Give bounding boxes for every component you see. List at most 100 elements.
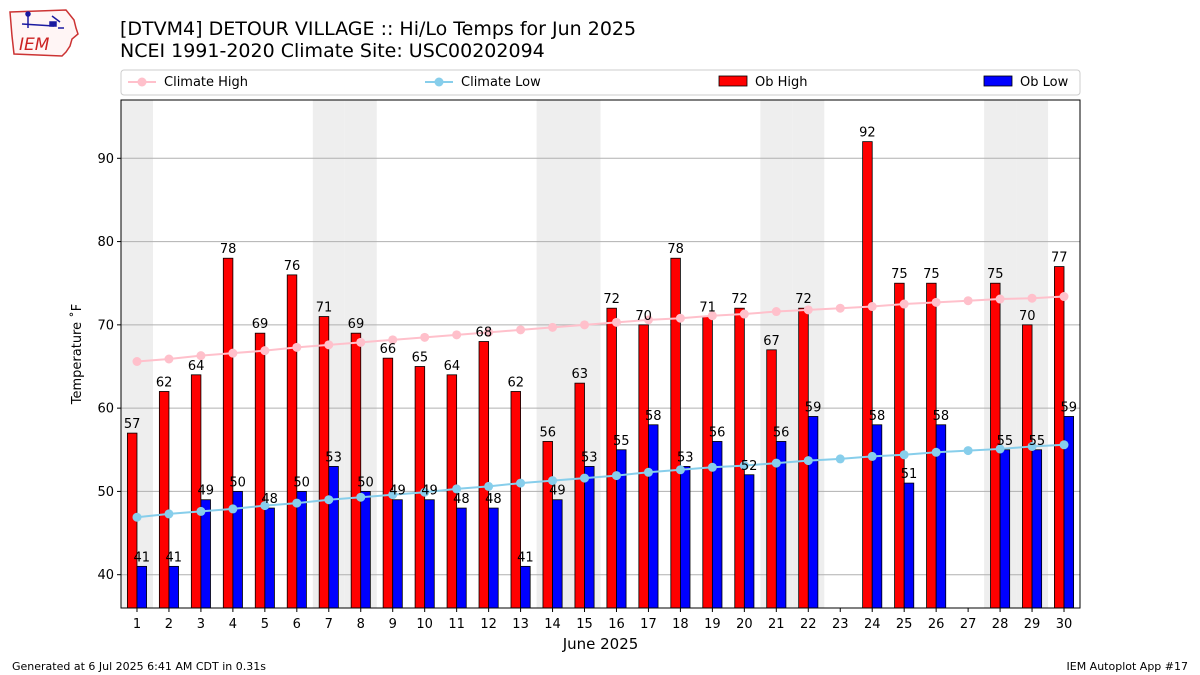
x-tick-label: 27	[960, 617, 977, 632]
climate-high-point	[196, 351, 206, 361]
ob-high-bar	[606, 307, 617, 609]
climate-low-point	[228, 504, 238, 514]
climate-high-point	[580, 320, 590, 330]
ob-high-bar	[350, 332, 362, 609]
climate-high-point	[739, 309, 749, 319]
ob-low-bar	[168, 565, 179, 609]
ob-low-data-label: 48	[261, 492, 278, 507]
climate-high-point	[1059, 292, 1069, 302]
x-tick-label: 28	[992, 617, 1009, 632]
climate-low-point	[292, 498, 302, 508]
ob-low-data-label: 59	[1061, 400, 1078, 415]
climate-high-point	[611, 317, 621, 327]
ob-low-data-label: 50	[229, 475, 246, 490]
climate-high-point	[356, 337, 366, 347]
climate-high-point	[324, 340, 334, 350]
ob-low-data-label: 58	[645, 409, 662, 424]
climate-low-point	[835, 454, 845, 464]
climate-high-point	[931, 297, 941, 307]
ob-high-data-label: 65	[412, 350, 429, 365]
x-tick-label: 17	[640, 617, 657, 632]
ob-low-bar	[520, 565, 531, 609]
ob-low-data-label: 41	[517, 550, 534, 565]
x-tick-label: 20	[736, 617, 753, 632]
ob-high-bar	[286, 274, 298, 609]
climate-high-point	[643, 315, 653, 325]
legend-ob-high-label: Ob High	[755, 75, 808, 90]
ob-low-data-label: 49	[421, 484, 438, 499]
ob-low-data-label: 41	[165, 550, 182, 565]
ob-low-data-label: 53	[325, 450, 342, 465]
ob-high-data-label: 64	[444, 359, 461, 374]
climate-low-point	[675, 465, 685, 475]
ob-low-bar	[328, 466, 339, 609]
x-tick-label: 4	[229, 617, 237, 632]
climate-low-point	[771, 458, 781, 468]
x-tick-label: 12	[480, 617, 497, 632]
y-tick-label: 50	[97, 485, 114, 500]
logo-text: IEM	[19, 35, 50, 55]
ob-high-data-label: 62	[156, 375, 173, 390]
ob-low-bar	[903, 482, 915, 609]
x-tick-label: 9	[389, 617, 397, 632]
climate-high-point	[803, 305, 813, 315]
climate-low-point	[420, 487, 430, 497]
climate-high-point	[675, 313, 685, 323]
climate-high-point	[228, 348, 238, 358]
ob-high-data-label: 76	[284, 259, 301, 274]
x-axis-label: June 2025	[562, 635, 639, 653]
climate-low-point	[260, 501, 270, 511]
ob-high-data-label: 69	[348, 317, 365, 332]
ob-low-data-label: 56	[773, 425, 790, 440]
climate-low-point	[899, 450, 909, 460]
ob-high-bar	[574, 382, 585, 609]
ob-high-data-label: 75	[923, 267, 940, 282]
title-line-2: NCEI 1991-2020 Climate Site: USC00202094	[120, 40, 545, 62]
ob-low-bar	[424, 499, 435, 609]
ob-high-data-label: 70	[635, 309, 652, 324]
climate-low-point	[739, 461, 749, 471]
climate-high-point	[548, 322, 558, 332]
climate-low-point	[356, 492, 366, 502]
ob-high-data-label: 72	[795, 292, 812, 307]
ob-low-bar	[584, 466, 595, 609]
x-tick-label: 2	[165, 617, 173, 632]
x-tick-label: 26	[928, 617, 945, 632]
ob-low-bar	[552, 499, 563, 609]
ob-low-data-label: 49	[389, 484, 406, 499]
legend-ob-high-swatch	[718, 75, 748, 87]
ob-high-bar	[478, 341, 490, 609]
climate-low-point	[516, 478, 526, 488]
x-tick-label: 1	[133, 617, 141, 632]
climate-high-point	[260, 346, 270, 356]
ob-low-data-label: 59	[805, 400, 822, 415]
generated-note: Generated at 6 Jul 2025 6:41 AM CDT in 0…	[12, 660, 266, 673]
ob-high-data-label: 78	[220, 242, 237, 257]
iem-logo: IEM	[8, 6, 82, 58]
ob-high-data-label: 72	[731, 292, 748, 307]
x-tick-label: 14	[544, 617, 561, 632]
climate-low-point	[867, 451, 877, 461]
ob-low-bar	[488, 507, 499, 609]
x-tick-label: 11	[448, 617, 465, 632]
ob-high-data-label: 68	[476, 326, 493, 341]
legend-ob-low-label: Ob Low	[1020, 75, 1069, 90]
ob-low-bar	[392, 499, 403, 609]
climate-high-point	[963, 296, 973, 306]
y-tick-label: 70	[97, 318, 114, 333]
climate-high-point	[484, 327, 494, 337]
x-tick-label: 13	[512, 617, 529, 632]
ob-high-bar	[1054, 266, 1065, 609]
ob-high-data-label: 71	[316, 301, 333, 316]
x-tick-label: 30	[1056, 617, 1073, 632]
y-tick-label: 40	[97, 568, 114, 583]
climate-high-point	[164, 354, 174, 364]
climate-high-point	[516, 325, 526, 335]
ob-high-data-label: 77	[1051, 251, 1068, 266]
ob-high-bar	[702, 316, 713, 609]
ob-high-bar	[254, 332, 266, 609]
climate-high-point	[995, 294, 1005, 304]
y-tick-label: 60	[97, 402, 114, 417]
ob-low-data-label: 55	[1029, 434, 1046, 449]
x-tick-label: 8	[357, 617, 365, 632]
